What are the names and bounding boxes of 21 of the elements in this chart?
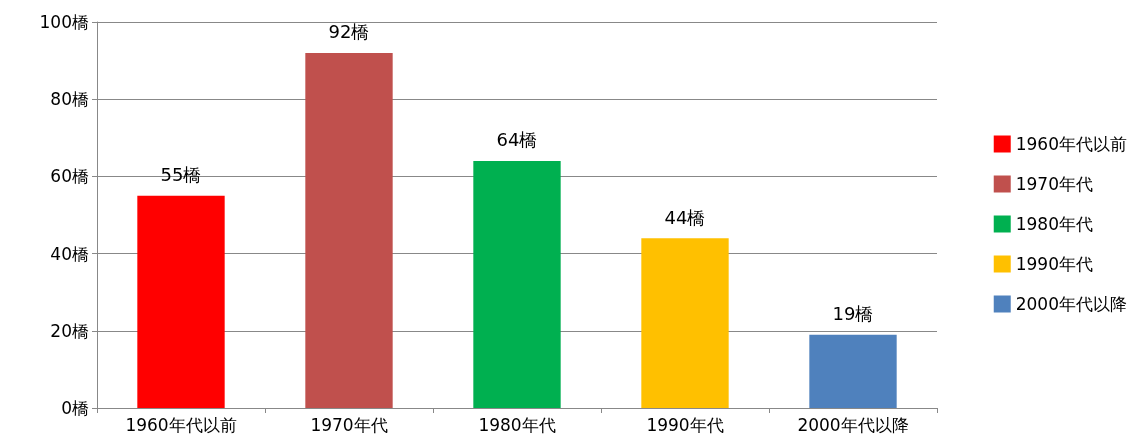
y-tick-label: 80橋	[50, 89, 89, 110]
legend-label: 1980年代	[1015, 214, 1093, 234]
y-tick-label: 0橋	[61, 398, 89, 418]
x-tick-label: 1960年代以前	[125, 414, 237, 435]
legend-label: 2000年代以降	[1015, 294, 1127, 314]
x-tick-label: 1990年代	[646, 414, 724, 435]
x-tick-label: 1980年代	[478, 414, 556, 435]
y-tick-label: 40橋	[50, 243, 89, 264]
y-tick-label: 20橋	[50, 320, 89, 341]
data-label: 64橋	[496, 129, 538, 151]
y-tick-label: 100橋	[39, 12, 89, 32]
legend-label: 1960年代以前	[1015, 134, 1127, 154]
data-label: 92橋	[328, 21, 370, 43]
x-tick-label: 1970年代	[310, 414, 388, 435]
data-label: 44橋	[664, 206, 706, 228]
legend-label: 1990年代	[1015, 254, 1093, 274]
data-label: 55橋	[160, 164, 202, 186]
y-tick-label: 60橋	[50, 166, 89, 187]
data-label: 19橋	[832, 303, 874, 325]
legend-label: 1970年代	[1015, 174, 1093, 194]
x-tick-label: 2000年代以降	[797, 414, 909, 435]
